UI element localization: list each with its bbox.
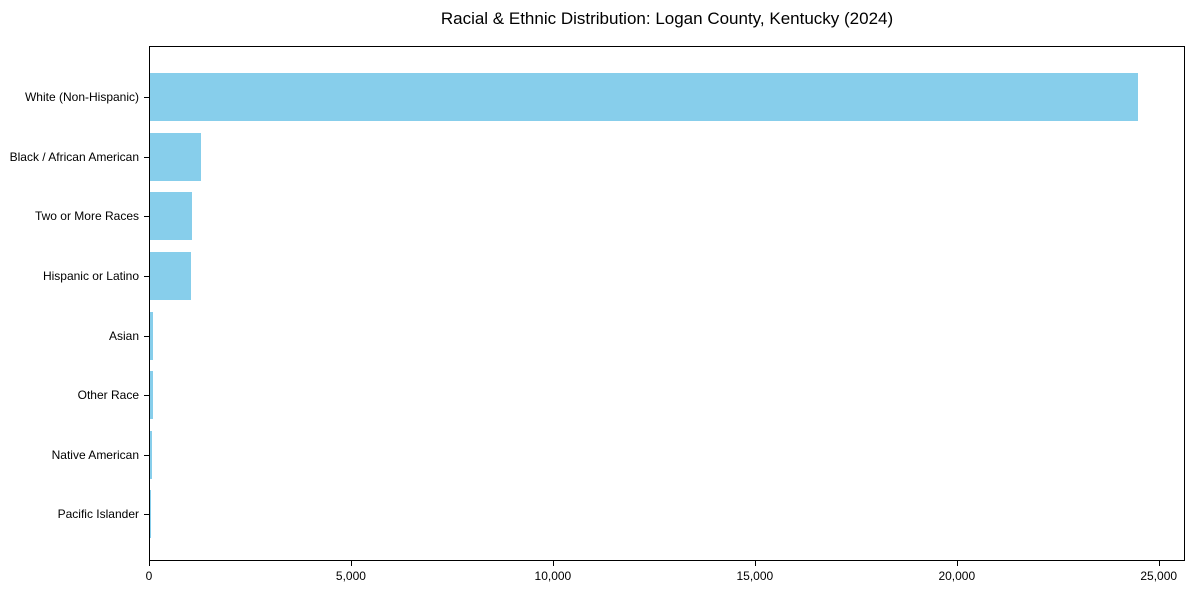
y-tick-label-hispanic-or-latino: Hispanic or Latino (42, 269, 139, 283)
bar-asian (150, 311, 154, 360)
y-tick-mark (144, 156, 149, 158)
x-tick-label-10000: 10,000 (534, 569, 572, 583)
y-tick-label-black-african-american: Black / African American (9, 149, 139, 164)
bar-hispanic-or-latino (150, 252, 191, 300)
x-tick-mark (350, 561, 352, 566)
y-tick-mark (144, 514, 149, 516)
y-tick-label-asian: Asian (108, 328, 139, 343)
chart-title: Racial & Ethnic Distribution: Logan Coun… (440, 9, 894, 28)
x-tick-label-15000: 15,000 (736, 569, 774, 583)
x-tick-mark (754, 561, 756, 566)
y-tick-mark (144, 216, 149, 218)
x-tick-mark (1158, 561, 1160, 566)
y-tick-label-other-race: Other Race (77, 388, 139, 403)
y-tick-mark (144, 97, 149, 99)
y-tick-mark (144, 395, 149, 397)
x-tick-label-20000: 20,000 (938, 569, 976, 583)
y-tick-label-pacific-islander: Pacific Islander (57, 507, 139, 522)
y-tick-label-white-non-hispanic: White (Non-Hispanic) (24, 90, 139, 105)
bar-other-race (150, 371, 154, 420)
plot-area (149, 46, 1185, 561)
bar-native-american (150, 430, 153, 479)
y-tick-label-two-or-more-races: Two or More Races (34, 209, 139, 224)
y-tick-mark (144, 335, 149, 337)
x-tick-mark (956, 561, 958, 566)
x-tick-label-0: 0 (145, 569, 153, 583)
x-tick-mark (149, 561, 150, 566)
y-tick-mark (144, 454, 149, 456)
y-tick-label-native-american: Native American (51, 447, 139, 462)
bar-white-non-hispanic (150, 73, 1139, 122)
y-tick-mark (144, 276, 149, 277)
x-tick-label-25000: 25,000 (1140, 569, 1178, 583)
x-tick-mark (552, 561, 554, 566)
x-tick-label-5000: 5,000 (335, 569, 366, 583)
bar-black-african-american (150, 132, 201, 181)
bar-two-or-more-races (150, 192, 193, 241)
